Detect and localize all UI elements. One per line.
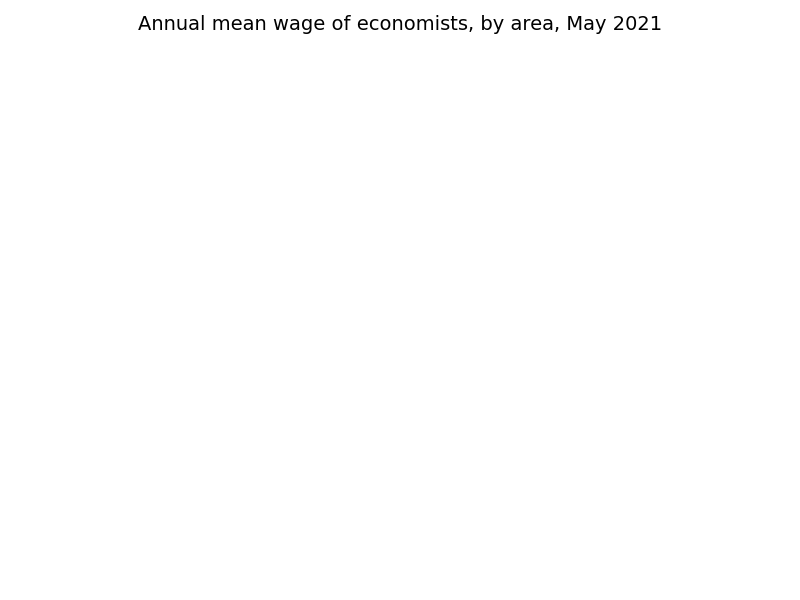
- Title: Annual mean wage of economists, by area, May 2021: Annual mean wage of economists, by area,…: [138, 15, 662, 34]
